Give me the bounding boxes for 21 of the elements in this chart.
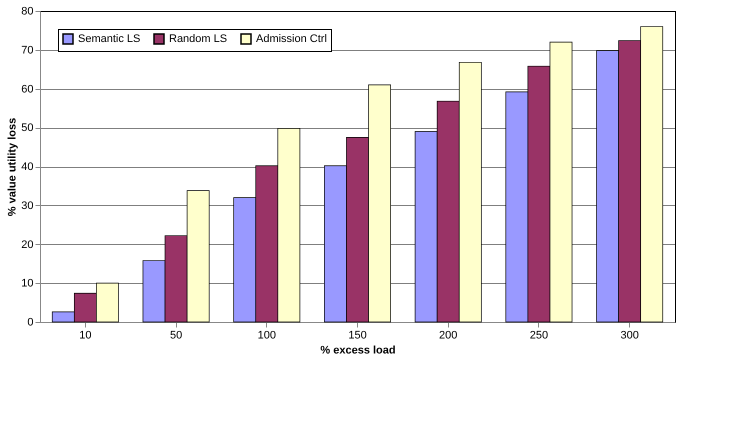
y-tick-label: 50	[21, 122, 34, 134]
y-tick-label: 60	[21, 83, 34, 96]
x-tick-label: 100	[258, 330, 276, 342]
x-tick-label: 300	[620, 330, 639, 342]
y-tick-label: 0	[27, 316, 34, 328]
x-tick-label: 150	[348, 330, 367, 342]
x-tick-label: 10	[79, 330, 92, 342]
y-tick-label: 10	[21, 278, 34, 290]
y-tick-label: 70	[21, 44, 34, 56]
legend-label: Random LS	[169, 33, 228, 45]
y-tick-label: 80	[21, 6, 34, 18]
x-tick-label: 200	[439, 330, 458, 342]
y-tick-label: 30	[21, 200, 34, 212]
x-tick-label: 250	[530, 330, 548, 342]
y-axis-title: % value utility loss	[6, 118, 18, 216]
x-tick-label: 50	[170, 330, 182, 342]
x-axis-title: % excess load	[320, 344, 396, 356]
y-tick-label: 40	[21, 161, 34, 173]
legend-label: Admission Ctrl	[256, 33, 327, 45]
y-tick-label: 20	[21, 238, 34, 251]
legend-label: Semantic LS	[78, 33, 140, 45]
